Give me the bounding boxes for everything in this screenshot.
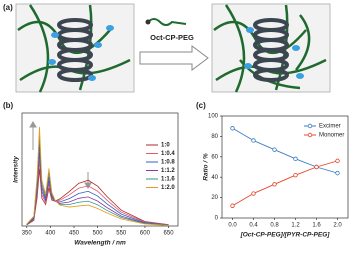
reagent-icon — [147, 18, 187, 26]
panel-label: (b) — [3, 101, 14, 110]
legend-label: 1:0 — [161, 143, 170, 149]
trend-arrows — [29, 121, 92, 189]
reagent-label: Oct-CP-PEG — [150, 33, 194, 42]
x-tick-label: 400 — [45, 231, 56, 237]
legend-label: 1:0.4 — [161, 151, 175, 157]
plot-frame — [221, 115, 349, 219]
y-tick-label: 40 — [211, 175, 218, 181]
series-line — [232, 160, 338, 207]
y-tick-label: 100 — [208, 114, 219, 120]
data-point — [335, 170, 340, 176]
x-tick-label: 2.0 — [333, 223, 342, 229]
data-point — [293, 172, 298, 178]
series-line — [26, 143, 169, 226]
y-tick-label: 0 — [215, 216, 219, 222]
x-tick-label: 550 — [116, 231, 127, 237]
data-point — [272, 147, 277, 152]
legend-label: 1:2.0 — [161, 185, 175, 191]
series-line — [26, 160, 169, 226]
x-tick-label: 0.4 — [249, 223, 258, 229]
legend-label: 1:1.6 — [161, 177, 175, 183]
series-line — [26, 135, 169, 226]
x-tick-label: 1.6 — [312, 223, 321, 229]
pyrene-dots — [48, 25, 304, 81]
series-line — [26, 168, 169, 226]
legend-label: Monomer — [319, 133, 344, 139]
x-tick-label: 600 — [140, 231, 151, 237]
x-tick-label: 0.0 — [228, 223, 237, 229]
x-tick-label: 350 — [22, 231, 33, 237]
data-point — [335, 158, 340, 164]
data-point — [251, 138, 256, 143]
data-point — [293, 156, 298, 162]
y-tick-label: 20 — [211, 195, 218, 201]
x-tick-label: 0.8 — [270, 223, 279, 229]
series-line — [26, 151, 169, 226]
y-axis-label: Intensity — [13, 156, 20, 183]
legend-marker — [307, 123, 313, 129]
y-tick-label: 60 — [211, 154, 218, 160]
x-tick-label: 1.2 — [291, 223, 300, 229]
x-tick-label: 500 — [93, 231, 104, 237]
panel-label: (c) — [196, 101, 206, 110]
y-tick-label: 80 — [211, 134, 218, 140]
legend-label: Excimer — [319, 124, 341, 130]
x-axis-label: [Oct-CP-PEG]/[PYR-CP-PEG] — [240, 232, 331, 239]
data-point — [230, 203, 235, 208]
data-point — [272, 182, 277, 187]
illustration: Oct-CP-PEG — [15, 3, 331, 93]
legend-label: 1:0.8 — [161, 160, 175, 166]
x-axis-label: Wavelength / nm — [74, 240, 126, 247]
x-tick-label: 650 — [164, 231, 175, 237]
legend-label: 1:1.2 — [161, 168, 175, 174]
reagent-icon — [145, 19, 151, 25]
series-line — [26, 126, 169, 226]
x-tick-label: 450 — [69, 231, 80, 237]
panel-label: (a) — [3, 3, 13, 12]
plot-frame — [21, 112, 179, 227]
data-point — [230, 126, 235, 131]
data-point — [314, 164, 319, 170]
legend-marker — [307, 132, 313, 138]
data-point — [251, 191, 256, 196]
y-axis-label: Ratio / % — [203, 153, 210, 181]
arrow — [139, 45, 209, 71]
series-line — [232, 127, 338, 174]
